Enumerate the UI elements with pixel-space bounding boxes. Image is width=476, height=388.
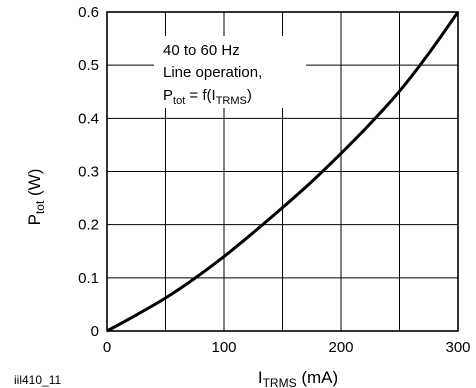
figure-id: iil410_11 [14, 373, 61, 387]
y-axis-label-sub: tot [33, 200, 47, 214]
y-axis-label: Ptot (W) [25, 169, 47, 226]
y-tick-label: 0.3 [78, 164, 99, 181]
y-tick-label: 0 [91, 323, 99, 340]
x-axis-label-sub: TRMS [263, 376, 297, 388]
y-axis-label-unit: (W) [25, 169, 44, 201]
y-tick-labels: 0 0.1 0.2 0.3 0.4 0.5 0.6 [78, 4, 99, 340]
annotation-line-3: Ptot = f(ITRMS) [163, 87, 252, 107]
annotation-line-1: 40 to 60 Hz [163, 42, 240, 59]
annotation-i-sub: TRMS [216, 95, 247, 107]
y-tick-label: 0.2 [78, 217, 99, 234]
y-tick-label: 0.4 [78, 110, 99, 127]
power-curve [106, 11, 460, 333]
annotation-p-sub: tot [173, 95, 185, 107]
x-tick-label: 200 [328, 339, 353, 356]
annotation-line-2: Line operation, [163, 64, 262, 81]
x-tick-labels: 0 100 200 300 [103, 339, 471, 356]
x-axis-label-unit: (mA) [297, 368, 339, 387]
annotation-background [154, 36, 306, 108]
x-tick-label: 100 [211, 339, 236, 356]
x-tick-label: 300 [445, 339, 470, 356]
annotation-p: P [163, 87, 173, 104]
annotation-mid: = f(I [185, 87, 215, 104]
y-axis-label-main: P [25, 214, 44, 225]
y-tick-label: 0.1 [78, 270, 99, 287]
annotation-end: ) [247, 87, 252, 104]
y-tick-label: 0.6 [78, 4, 99, 21]
x-tick-label: 0 [103, 339, 111, 356]
plot-frame [106, 11, 459, 332]
y-tick-label: 0.5 [78, 57, 99, 74]
x-axis-label: ITRMS (mA) [258, 368, 338, 388]
x-axis-label-main: I [258, 368, 263, 387]
